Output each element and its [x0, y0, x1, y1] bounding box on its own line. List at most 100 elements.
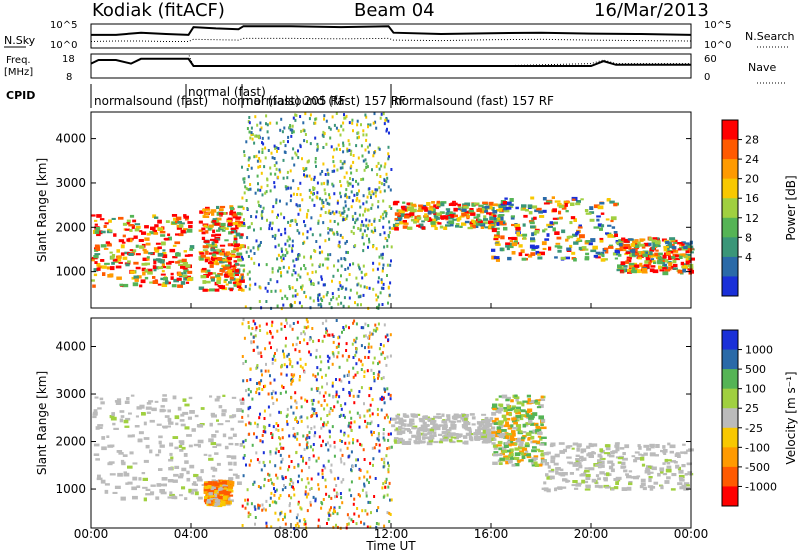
heatmap-cell	[473, 431, 479, 436]
heatmap-cell	[284, 144, 287, 148]
heatmap-cell	[244, 423, 247, 427]
heatmap-cell	[298, 253, 301, 257]
heatmap-cell	[522, 223, 526, 227]
heatmap-cell	[288, 504, 291, 508]
heatmap-cell	[128, 224, 134, 227]
heatmap-cell	[454, 202, 458, 206]
heatmap-cell	[369, 414, 372, 418]
heatmap-cell	[300, 469, 303, 473]
heatmap-cell	[284, 522, 287, 526]
heatmap-cell	[491, 437, 496, 441]
heatmap-cell	[145, 406, 152, 410]
heatmap-cell	[492, 461, 498, 465]
heatmap-cell	[279, 494, 282, 497]
nsearch-tick-bottom: 10^0	[704, 40, 731, 51]
heatmap-cell	[148, 252, 154, 255]
heatmap-cell	[153, 267, 157, 272]
heatmap-cell	[620, 269, 624, 272]
heatmap-cell	[382, 344, 385, 348]
heatmap-cell	[378, 360, 381, 364]
heatmap-cell	[387, 464, 390, 468]
heatmap-cell	[387, 438, 390, 442]
heatmap-cell	[549, 443, 554, 448]
heatmap-cell	[424, 415, 428, 419]
heatmap-cell	[434, 426, 441, 431]
heatmap-cell	[352, 154, 355, 157]
heatmap-cell	[135, 415, 139, 418]
heatmap-cell	[227, 222, 234, 226]
heatmap-cell	[521, 204, 527, 208]
power-y-label: Slant Range [km]	[35, 158, 49, 262]
heatmap-cell	[299, 364, 302, 368]
heatmap-cell	[279, 442, 282, 446]
heatmap-cell	[344, 441, 347, 445]
heatmap-cell	[261, 503, 264, 507]
heatmap-cell	[535, 250, 540, 255]
velocity-colorbar-frame	[721, 329, 739, 507]
heatmap-cell	[212, 257, 218, 260]
heatmap-cell	[336, 232, 339, 236]
heatmap-cell	[268, 423, 271, 427]
heatmap-cell	[452, 200, 456, 203]
heatmap-cell	[181, 446, 186, 450]
heatmap-cell	[134, 223, 141, 226]
heatmap-cell	[255, 390, 258, 394]
heatmap-cell	[471, 423, 476, 426]
heatmap-cell	[146, 256, 150, 259]
heatmap-cell	[237, 481, 242, 485]
heatmap-cell	[370, 345, 373, 349]
heatmap-cell	[336, 230, 339, 234]
heatmap-cell	[352, 231, 355, 235]
nsky-frame	[90, 23, 692, 49]
heatmap-cell	[464, 220, 470, 224]
heatmap-cell	[270, 525, 273, 529]
heatmap-cell	[343, 462, 346, 466]
heatmap-cell	[204, 486, 209, 489]
heatmap-cell	[640, 456, 645, 461]
heatmap-cell	[336, 199, 339, 203]
heatmap-cell	[337, 294, 340, 298]
heatmap-cell	[169, 452, 173, 456]
heatmap-cell	[263, 165, 266, 169]
heatmap-cell	[379, 190, 382, 194]
heatmap-cell	[319, 172, 322, 176]
heatmap-cell	[530, 435, 535, 440]
heatmap-cell	[258, 300, 261, 303]
heatmap-cell	[673, 246, 677, 250]
heatmap-cell	[482, 429, 486, 434]
heatmap-cell	[663, 245, 669, 249]
heatmap-cell	[249, 390, 252, 394]
heatmap-cell	[259, 121, 262, 125]
heatmap-cell	[293, 373, 296, 377]
heatmap-cell	[245, 187, 248, 191]
heatmap-cell	[93, 443, 100, 447]
heatmap-cell	[407, 207, 412, 211]
heatmap-cell	[605, 447, 611, 451]
heatmap-cell	[531, 217, 535, 221]
heatmap-cell	[603, 477, 608, 482]
heatmap-cell	[100, 479, 106, 484]
heatmap-cell	[280, 307, 283, 311]
heatmap-cell	[205, 206, 210, 210]
heatmap-cell	[225, 500, 231, 505]
heatmap-cell	[345, 287, 348, 291]
heatmap-cell	[377, 146, 380, 150]
heatmap-cell	[204, 256, 210, 261]
heatmap-cell	[373, 226, 376, 230]
heatmap-cell	[348, 488, 351, 492]
heatmap-cell	[250, 131, 253, 135]
heatmap-cell	[355, 522, 358, 526]
heatmap-cell	[367, 208, 370, 212]
heatmap-cell	[325, 423, 328, 427]
heatmap-cell	[411, 426, 415, 430]
heatmap-cell	[443, 423, 448, 427]
heatmap-cell	[372, 245, 374, 249]
freq-unit-label: [MHz]	[4, 67, 33, 78]
heatmap-cell	[557, 486, 563, 490]
heatmap-cell	[347, 182, 350, 186]
heatmap-cell	[174, 241, 181, 245]
heatmap-cell	[116, 257, 122, 262]
heatmap-cell	[339, 457, 342, 461]
heatmap-cell	[389, 513, 392, 516]
